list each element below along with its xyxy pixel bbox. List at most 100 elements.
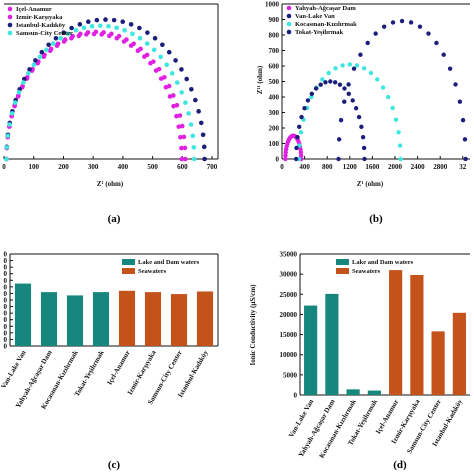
panel-a-point-series-4 xyxy=(164,62,170,68)
panel-d-y-tick-label: 20000 xyxy=(280,311,298,319)
panel-c-caption: (c) xyxy=(108,459,121,471)
panel-d-y-tick-label: 25000 xyxy=(280,291,298,299)
panel-a-point-series-3 xyxy=(179,67,184,72)
panel-c-y-tick-label: 0 xyxy=(4,310,8,318)
panel-b-point-series-2 xyxy=(462,137,468,142)
panel-d-legend-swatch xyxy=(336,259,349,265)
panel-a-point-series-2 xyxy=(176,124,182,129)
panel-a-point-series-4 xyxy=(144,41,150,46)
panel-c-bar-1 xyxy=(14,283,32,346)
panel-b-point-series-4 xyxy=(323,80,328,85)
panel-a-point-series-3 xyxy=(120,19,126,25)
panel-a-point-series-3 xyxy=(27,67,32,72)
panel-a-x-tick-label: 600 xyxy=(177,163,188,171)
panel-b-point-series-2 xyxy=(460,117,466,123)
panel-a-point-series-3 xyxy=(103,17,108,22)
panel-c-legend-swatch xyxy=(122,259,135,265)
panel-a-point-series-3 xyxy=(111,17,117,23)
panel-a-point-series-2 xyxy=(121,39,127,44)
panel-b-x-tick-label: 1200 xyxy=(343,163,358,171)
panel-d-legend-entry: Lake and Dam waters xyxy=(352,259,414,266)
panel-a-point-series-3 xyxy=(152,35,158,41)
panel-a-point-series-2 xyxy=(84,32,89,37)
panel-a-point-series-2 xyxy=(153,68,159,73)
panel-b-point-series-3 xyxy=(320,77,325,82)
panel-a-point-series-3 xyxy=(94,17,100,23)
panel-b-legend-marker xyxy=(286,29,292,35)
panel-a-point-series-3 xyxy=(77,22,83,27)
panel-a-point-series-3 xyxy=(200,132,206,138)
panel-a-point-series-2 xyxy=(114,35,120,41)
panel-b-point-series-1 xyxy=(298,150,304,155)
panel-d-y-tick-label: 30000 xyxy=(280,271,298,279)
panel-a-x-tick-label: 300 xyxy=(88,163,99,171)
panel-b-point-series-4 xyxy=(318,82,323,87)
panel-b-legend-marker xyxy=(286,13,292,19)
panel-b-point-series-3 xyxy=(396,130,401,135)
panel-a-x-tick-label: 400 xyxy=(118,163,129,171)
panel-a-point-series-2 xyxy=(148,60,153,66)
panel-b-point-series-1 xyxy=(283,156,288,162)
panel-b-point-series-4 xyxy=(302,106,307,111)
panel-b-point-series-4 xyxy=(294,145,299,151)
panel-b-point-series-2 xyxy=(365,40,370,46)
panel-b-point-series-3 xyxy=(368,70,374,76)
panel-a-x-label: Z¹ (ohm) xyxy=(97,180,124,188)
panel-a-point-series-4 xyxy=(37,54,43,60)
panel-a-point-series-4 xyxy=(179,90,184,95)
panel-b-legend-entry: Tokat-Yeşilırmak xyxy=(295,29,344,36)
panel-b-point-series-3 xyxy=(347,62,352,67)
panel-a-point-series-4 xyxy=(44,47,49,53)
panel-a-point-series-4 xyxy=(58,35,63,41)
panel-b-x-tick-label: 2800 xyxy=(433,163,448,171)
panel-a-point-series-1 xyxy=(183,156,188,162)
panel-a-point-series-4 xyxy=(89,23,95,29)
panel-b-point-series-2 xyxy=(399,18,405,24)
panel-c-y-tick-label: 0 xyxy=(4,336,8,344)
panel-b-point-series-4 xyxy=(350,98,355,103)
panel-b-point-series-2 xyxy=(351,66,357,71)
panel-a-x-tick-label: 100 xyxy=(28,163,39,171)
panel-a-point-series-2 xyxy=(128,43,134,48)
panel-a-point-series-4 xyxy=(9,111,15,116)
panel-b-point-series-4 xyxy=(313,86,319,91)
panel-a-point-series-2 xyxy=(91,31,97,37)
panel-d-legend-entry: Seawaters xyxy=(352,268,381,275)
panel-c-bar-4 xyxy=(92,292,110,346)
panel-b-y-tick-label: 400 xyxy=(269,94,280,102)
panel-b-x-tick-label: 0 xyxy=(280,163,284,171)
panel-a-point-series-4 xyxy=(4,145,10,150)
panel-a-point-series-2 xyxy=(76,33,82,39)
panel-a-point-series-4 xyxy=(186,111,191,116)
panel-c-bar-3 xyxy=(66,295,84,346)
panel-a-point-series-3 xyxy=(39,49,45,55)
panel-b-point-series-2 xyxy=(426,31,431,36)
panel-a-chart: Z¹ (ohm) (a) 0 100 200 300 400 500 600 700 Içel-… xyxy=(2,3,219,225)
panel-b-y-tick-label: 100 xyxy=(269,140,280,148)
panel-c-y-tick-label: 0 xyxy=(4,277,8,285)
panel-b-point-series-2 xyxy=(441,52,446,57)
panel-b-point-series-4 xyxy=(362,156,367,162)
panel-b-point-series-3 xyxy=(297,143,302,148)
panel-b-y-tick-label: 1000 xyxy=(265,1,280,9)
panel-b-point-series-2 xyxy=(453,82,458,87)
panel-b-x-tick-label: 400 xyxy=(299,163,310,171)
panel-b-point-series-3 xyxy=(386,94,391,100)
panel-b-x-tick-label: 2400 xyxy=(411,163,426,171)
panel-d-y-tick-label: 10000 xyxy=(280,351,298,359)
panel-b-point-series-2 xyxy=(390,20,396,25)
panel-b-point-series-2 xyxy=(408,20,414,25)
panel-b-point-series-1 xyxy=(283,153,288,158)
panel-a-point-series-4 xyxy=(114,25,119,31)
panel-b-legend-entry: Kocasınan-Kızılırmak xyxy=(295,21,357,28)
panel-a-point-series-3 xyxy=(202,156,207,162)
panel-a-point-series-2 xyxy=(15,94,21,99)
panel-a-point-series-4 xyxy=(16,90,22,95)
panel-a-point-series-4 xyxy=(137,35,143,41)
panel-a-legend-marker xyxy=(7,30,13,36)
panel-a-point-series-2 xyxy=(167,94,173,99)
panel-d-bar-8 xyxy=(452,312,466,395)
panel-b-point-series-1 xyxy=(298,153,304,158)
